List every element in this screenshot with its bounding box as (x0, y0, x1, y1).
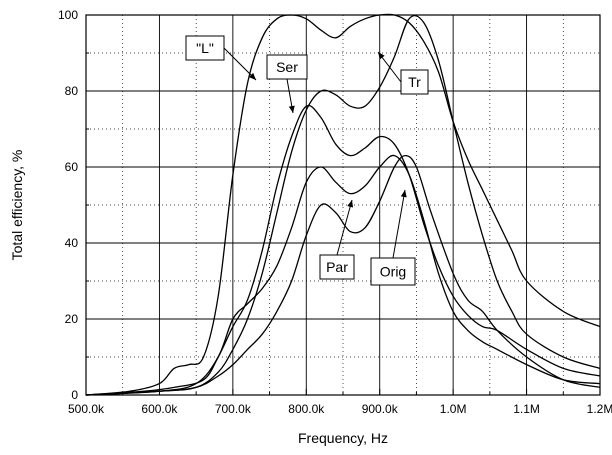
series-line (85, 154, 601, 396)
annotation-box (319, 254, 355, 280)
x-tick-label: 1.0M (440, 402, 467, 416)
annotation-callout: "L" (185, 35, 257, 81)
series-line (85, 13, 601, 396)
annotation-label: Ser (276, 59, 298, 75)
x-tick-label: 700.0k (215, 402, 252, 416)
annotation-label: Tr (408, 74, 421, 90)
annotation-callout: Tr (377, 51, 429, 95)
annotation-leader (223, 47, 257, 81)
axis-ticks: 500.0k 600.0k 700.0k 800.0k 900.0k 1.0M 1.1M 1.… (58, 8, 612, 416)
x-axis-title: Frequency, Hz (298, 430, 388, 446)
series-lines (85, 13, 601, 396)
annotation-callout: Ser (266, 54, 308, 114)
annotation-callout: Par (319, 199, 355, 280)
annotation-box (400, 69, 429, 95)
annotation-leader (336, 199, 353, 256)
annotation-arrowhead (400, 190, 407, 198)
annotations: "L" Ser Tr Par Orig (185, 35, 429, 286)
annotation-arrowhead (378, 52, 385, 60)
annotation-label: Par (326, 259, 348, 275)
x-tick-label: 1.2M (587, 402, 612, 416)
y-tick-label: 0 (71, 388, 78, 402)
annotation-arrowhead (347, 200, 354, 208)
y-tick-label: 40 (65, 236, 79, 250)
y-tick-label: 80 (65, 84, 79, 98)
series-line (85, 15, 601, 396)
y-tick-label: 60 (65, 160, 79, 174)
annotation-box (266, 54, 308, 80)
annotation-box (370, 257, 416, 286)
y-tick-label: 100 (58, 8, 78, 22)
annotation-leader (392, 189, 406, 259)
y-axis-title: Total efficiency, % (9, 150, 25, 261)
annotation-arrowhead (288, 105, 295, 113)
x-tick-label: 800.0k (288, 402, 325, 416)
series-line (85, 154, 601, 396)
x-tick-label: 900.0k (362, 402, 399, 416)
x-tick-label: 500.0k (68, 402, 105, 416)
annotation-label: Orig (380, 264, 406, 280)
annotation-callout: Orig (370, 189, 416, 286)
x-tick-label: 1.1M (513, 402, 540, 416)
annotation-arrowhead (248, 72, 256, 80)
x-tick-label: 600.0k (141, 402, 178, 416)
y-tick-label: 20 (65, 312, 79, 326)
annotation-box (185, 35, 225, 61)
annotation-label: "L" (196, 40, 214, 56)
grid (86, 15, 600, 395)
